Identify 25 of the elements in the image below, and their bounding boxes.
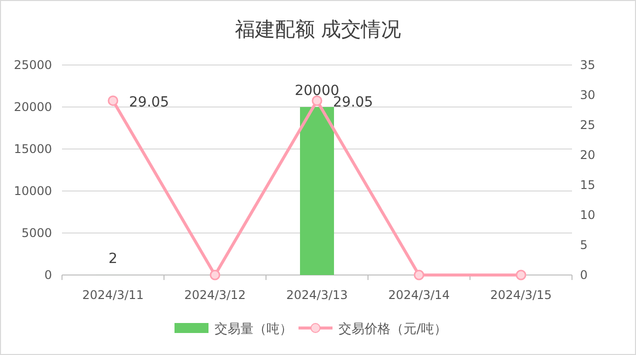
x-tick-label: 2024/3/12 <box>184 288 246 302</box>
x-tick-label: 2024/3/11 <box>82 288 144 302</box>
y2-tick-label: 15 <box>580 178 596 192</box>
x-tick-label: 2024/3/13 <box>286 288 348 302</box>
x-tick-label: 2024/3/14 <box>388 288 450 302</box>
data-label: 29.05 <box>333 94 374 111</box>
y2-tick-label: 30 <box>580 88 596 102</box>
y2-tick-label: 35 <box>580 58 596 72</box>
y-tick-label: 0 <box>44 268 52 282</box>
y-tick-label: 15000 <box>14 142 52 156</box>
data-label: 2 <box>108 250 118 267</box>
data-label: 29.05 <box>129 94 170 111</box>
legend-label: 交易量（吨） <box>214 321 292 337</box>
y2-tick-label: 20 <box>580 148 596 162</box>
y2-tick-label: 0 <box>580 268 588 282</box>
chart-title: 福建配额 成交情况 <box>234 17 402 41</box>
y-tick-label: 25000 <box>14 58 52 72</box>
y-tick-label: 5000 <box>21 226 52 240</box>
y2-tick-label: 25 <box>580 118 596 132</box>
y-tick-label: 20000 <box>14 100 52 114</box>
x-tick-label: 2024/3/15 <box>490 288 552 302</box>
legend-label: 交易价格（元/吨） <box>338 321 447 337</box>
y2-tick-label: 10 <box>580 208 596 222</box>
y2-tick-label: 5 <box>580 238 588 252</box>
y-tick-label: 10000 <box>14 184 52 198</box>
